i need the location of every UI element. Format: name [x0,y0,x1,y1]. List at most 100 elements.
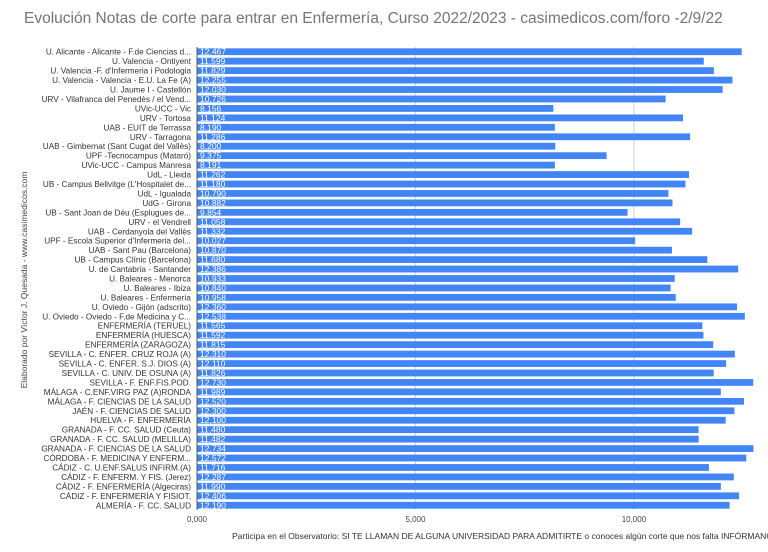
category-label: UAB - Sant Pau (Barcelona) [89,246,192,255]
category-label: URV - Tarragona [130,133,192,142]
category-label: U. Oviedo - Gijón (adscrito) [92,303,191,312]
category-label: U. Valencia - Ontiyent [112,57,192,66]
bar [197,284,671,292]
bar [197,397,745,405]
bar [197,454,747,462]
category-label: CÁDIZ - F. ENFERMERÍA (Algeciras) [56,481,191,491]
category-label: U. Valencia -F. d'Infermeria i Podologia [50,67,191,76]
data-label: 11,592 [200,330,226,340]
category-label: SEVILLA - C. ENFER. CRUZ ROJA (A) [49,350,192,359]
category-label: U. Baleares - Enfermería [100,293,191,302]
category-label: SEVILLA - C. UNIV. DE OSUNA (A) [62,369,192,378]
bar [197,265,739,273]
category-label: U. Valencia - Valencia - E.U. La Fe (A) [52,76,191,85]
category-label: JAÉN - F. CIENCIAS DE SALUD [72,406,191,416]
bar [197,407,735,415]
data-label: 11,599 [200,56,226,66]
data-label: 12,730 [200,377,226,387]
data-label: 8,191 [200,160,222,170]
data-label: 12,734 [200,444,226,454]
category-label: SEVILLA - F. ENF.FIS.POD. [90,378,191,387]
category-label: UVic-UCC - Vic [135,104,191,113]
data-label: 12,287 [200,472,226,482]
data-label: 12,538 [200,311,226,321]
bar [197,142,556,150]
data-label: 10,882 [200,198,226,208]
bar [197,76,733,84]
category-label: ENFERMERÍA (HUESCA) [96,330,191,340]
category-label: UB - Campus Bellvitge (L'Hospitalet de..… [43,180,191,189]
category-label: URV - Tortosa [140,114,192,123]
category-label: U. de Cantabria - Santander [89,265,192,274]
data-label: 8,200 [200,141,222,151]
category-label: UdL - Lleida [147,171,191,180]
data-label: 11,989 [200,387,226,397]
bar [197,312,745,320]
category-label: U. Baleares - Ibiza [124,284,192,293]
category-label: UAB - Cerdanyola del Vallès [88,227,191,236]
data-label: 10,933 [200,274,226,284]
data-label: 11,124 [200,113,226,123]
category-label: UPF - Escola Superior d'Infermeria del..… [44,237,191,246]
chart-title: Evolución Notas de corte para entrar en … [24,10,723,27]
x-tick-label: 5,000 [405,515,426,524]
bar [197,350,735,358]
bar [197,445,754,452]
category-label: UPF -Tecnocampus (Mataró) [86,152,191,161]
category-label: U. Oviedo - Oviedo - F.de Medicina y C..… [42,312,191,321]
bar [197,492,740,500]
data-label: 10,840 [200,283,226,293]
data-label: 11,826 [200,368,226,378]
category-label: URV - el Vendrell [128,218,191,227]
bar [197,322,703,330]
bar [197,105,554,112]
data-label: 12,467 [200,47,226,57]
category-label: UdG - Girona [142,199,191,208]
bar [197,482,721,490]
category-label: GRANADA - F. CIENCIAS DE LA SALUD [41,445,191,454]
data-label: 11,815 [200,340,226,350]
category-label: UdL - Igualada [138,189,192,198]
category-label: CÁDIZ - F. ENFERMERÍA Y FISIOT. [60,491,191,501]
bar [197,388,721,396]
bar [197,199,673,207]
category-label: ENFERMERÍA (ZARAGOZA) [85,340,191,350]
bar [197,341,714,349]
category-label: URV - Vilafranca del Penedès / el Vend..… [42,95,191,104]
bar [197,161,555,169]
data-label: 11,180 [200,179,226,189]
bar [197,57,704,65]
data-label: 12,110 [200,359,226,369]
category-label: UAB - EUIT de Terrassa [103,123,191,132]
data-label: 12,360 [200,302,226,312]
data-label: 11,058 [200,217,226,227]
data-label: 12,520 [200,396,226,406]
bar [197,369,714,377]
bar [197,416,726,424]
category-label: U. Alicante - Alicante - F.de Ciencias d… [46,48,191,57]
bar [197,435,699,443]
bar [197,501,730,509]
data-label: 10,870 [200,245,226,255]
category-label: CÁDIZ - F. ENFERM. Y FIS. (Jerez) [61,472,191,482]
category-label: UB - Campus Clínic (Barcelona) [75,256,192,265]
data-label: 11,286 [200,132,226,142]
category-label: GRANADA - F. CC. SALUD (Ceuta) [62,426,191,435]
data-label: 8,190 [200,122,222,132]
bar [197,473,734,481]
chart-footer: Participa en el Observatorio: SI TE LLAM… [232,531,768,541]
data-label: 11,990 [200,481,226,491]
bar [197,123,555,131]
category-label: CÓRDOBA - F. MEDICINA Y ENFERM... [43,453,191,463]
bar [197,426,699,434]
bar [197,114,684,122]
category-label: U. Jaume I - Castellón [110,86,191,95]
x-tick-label: 10,000 [622,515,647,524]
data-label: 10,790 [200,188,226,198]
bar [197,303,738,311]
bar [197,379,754,386]
bar [197,294,676,301]
bar [197,67,714,75]
category-label: ENFERMERÍA (TERUEL) [98,321,192,331]
